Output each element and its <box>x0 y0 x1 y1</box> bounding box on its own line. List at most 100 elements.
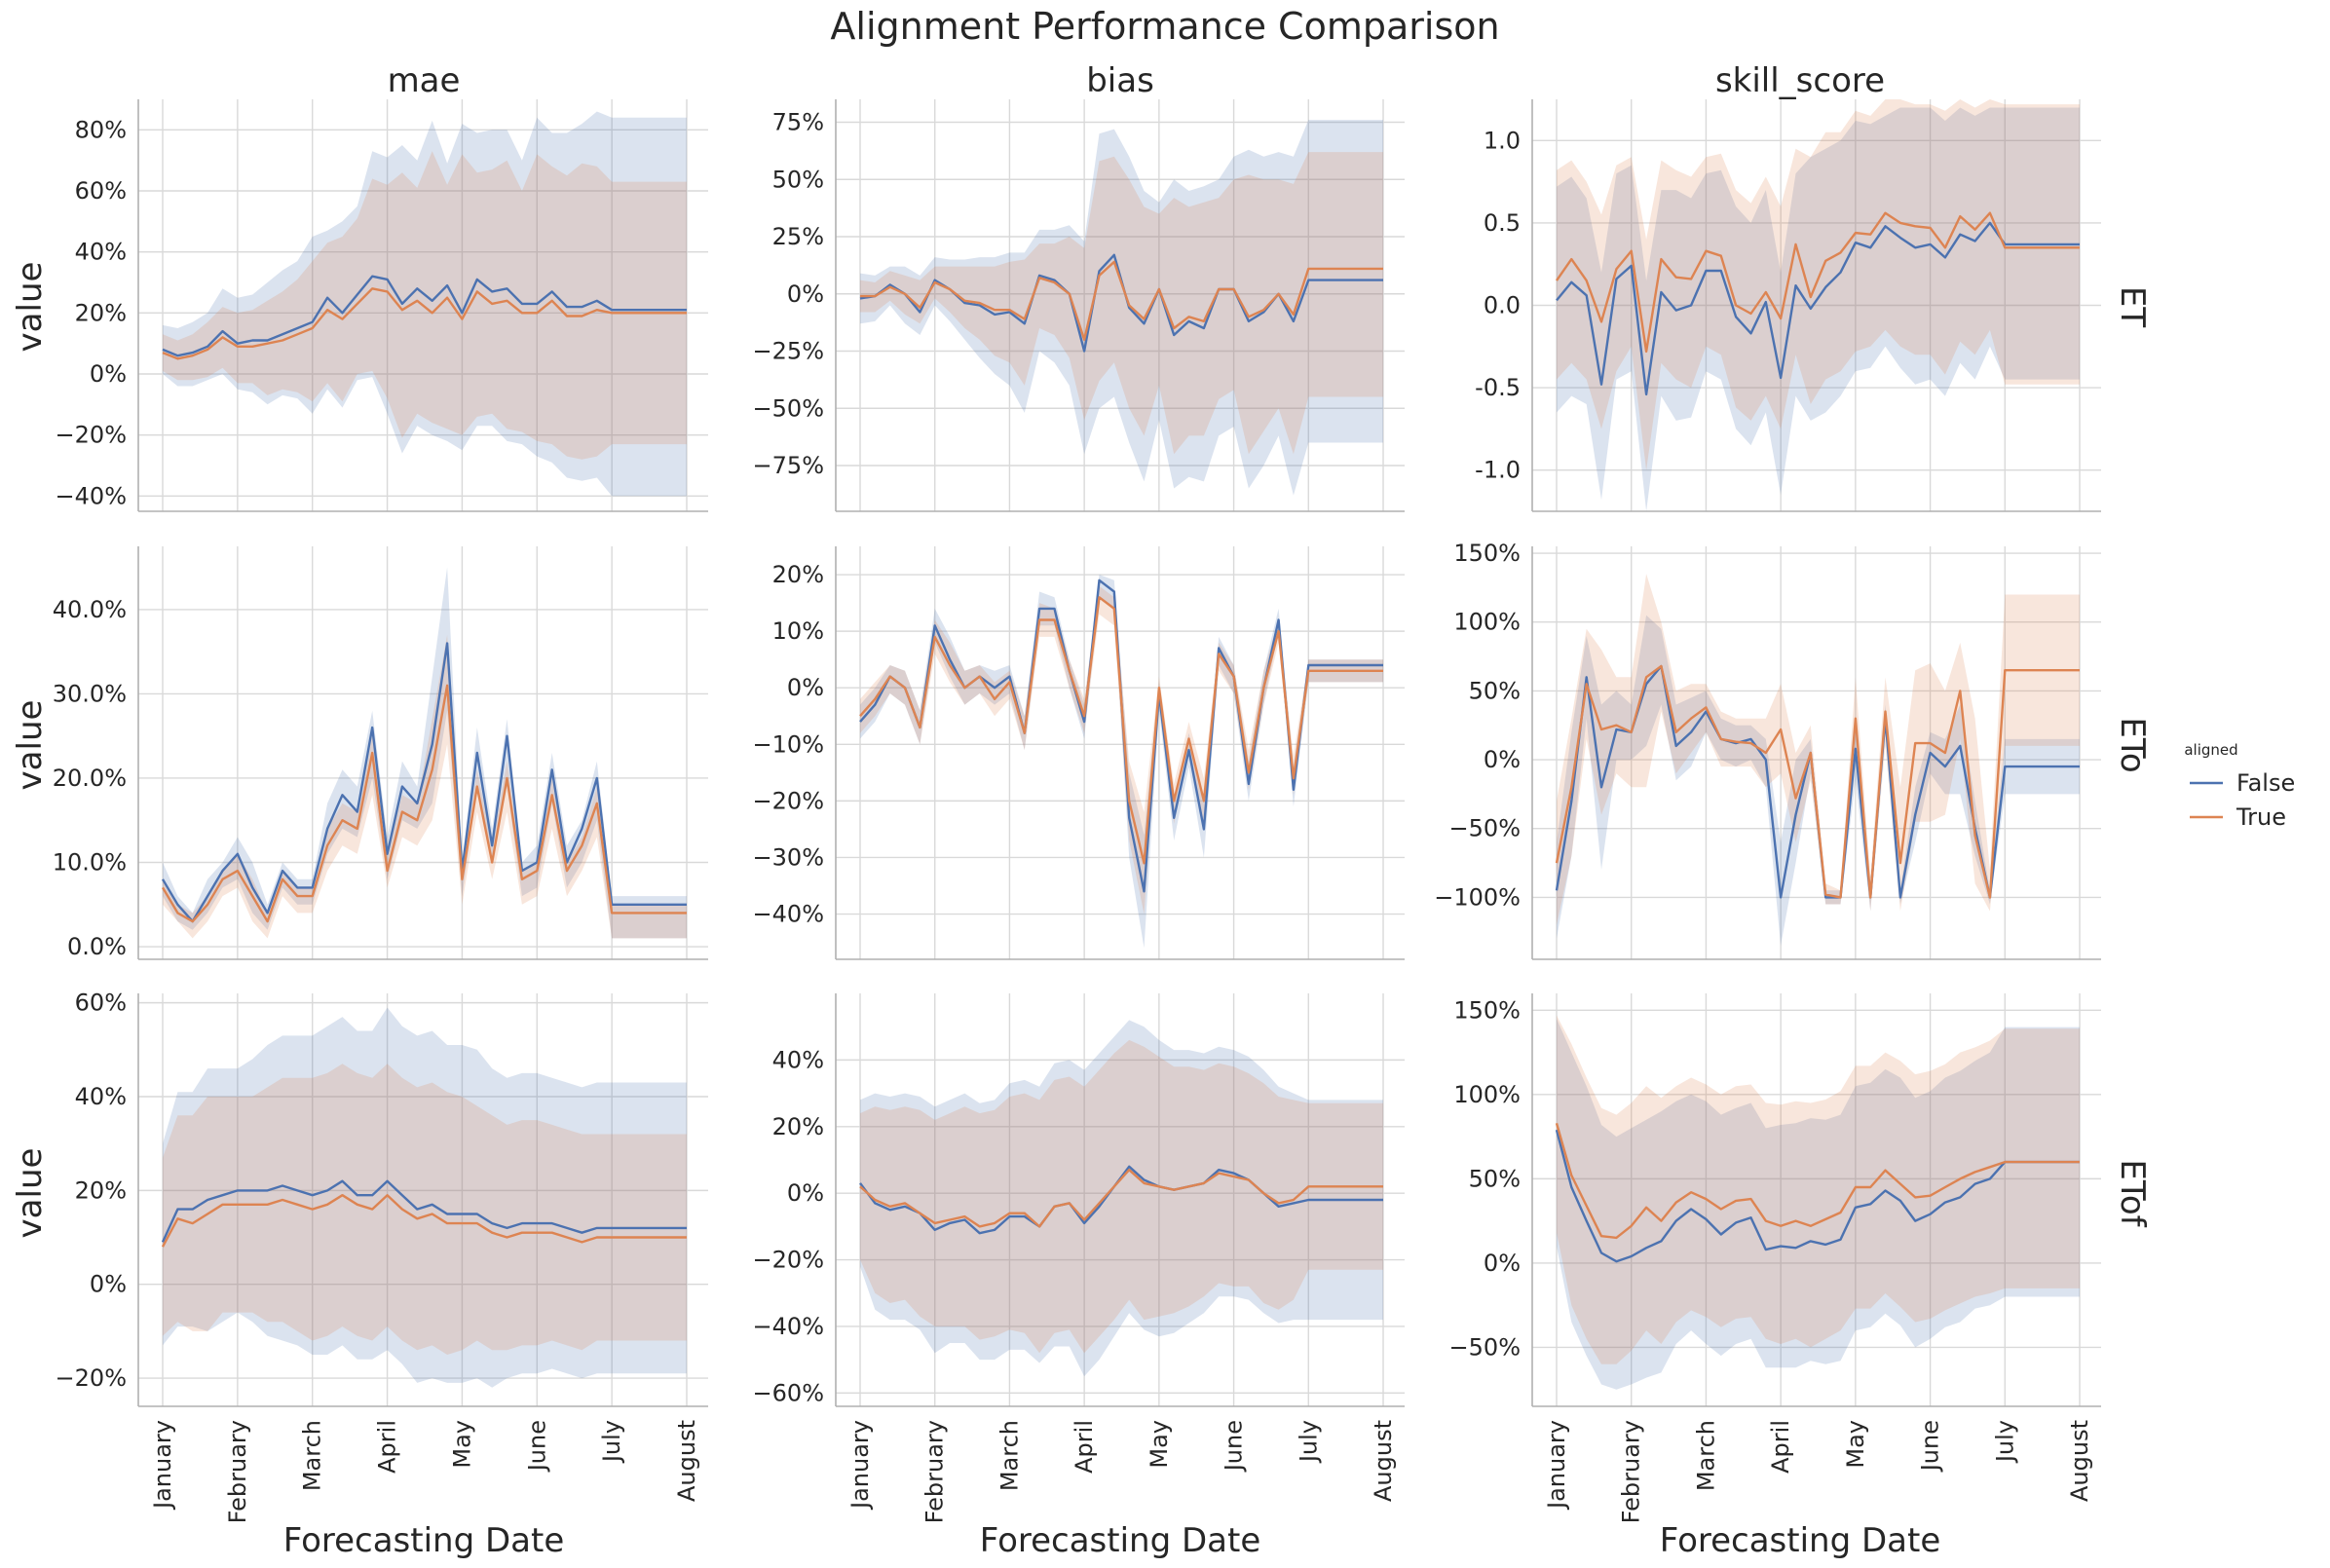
y-tick-label: 30.0% <box>53 680 127 707</box>
y-tick-label: 100% <box>1453 1081 1521 1108</box>
x-tick-label: April <box>374 1420 401 1474</box>
series-line-true <box>1555 664 2080 899</box>
series-line-false <box>1555 1129 2080 1263</box>
x-tick-label: April <box>1767 1420 1794 1474</box>
x-tick-label: August <box>1370 1420 1397 1502</box>
facet-grid: −40% −20% 0% 20% 40% 60% 80% −75% −50% −25% 0% 25% 5… <box>53 99 2101 1523</box>
series-line-false <box>1556 221 2080 396</box>
panel-ETo-bias: −40% −30% −20% −10% 0% 10% 20% <box>753 546 1405 960</box>
y-tick-label: 40% <box>75 1083 127 1110</box>
series-line-false <box>162 275 687 357</box>
y-tick-label: −40% <box>753 1313 824 1340</box>
series-line-true <box>161 684 687 923</box>
y-tick-label: 20% <box>772 561 824 588</box>
ci-band-true <box>163 634 687 939</box>
y-tick-label: 50% <box>1469 677 1521 704</box>
ci-band-true <box>1557 574 2080 925</box>
y-tick-label: −75% <box>753 452 824 479</box>
y-tick-label: −10% <box>753 730 824 758</box>
x-tick-label: July <box>598 1420 625 1464</box>
y-tick-label: 0.0 <box>1484 292 1521 319</box>
y-tick-label: −40% <box>753 901 824 928</box>
y-tick-label: 0% <box>90 1271 127 1298</box>
y-tick-label: 0% <box>1484 746 1521 773</box>
x-tick-label: June <box>1221 1420 1248 1473</box>
y-tick-label: -0.5 <box>1475 374 1521 401</box>
ci-band-true <box>163 151 687 460</box>
ci-band-false <box>163 111 687 497</box>
y-tick-label: 20% <box>772 1113 824 1140</box>
x-tick-label: May <box>448 1420 475 1469</box>
panel-ET-skill_score: -1.0 -0.5 0.0 0.5 1.0 <box>1475 99 2101 512</box>
x-tick-label: January <box>1543 1420 1570 1511</box>
legend-label-false: False <box>2236 769 2295 797</box>
ci-band-false <box>163 567 687 939</box>
y-tick-label: 150% <box>1453 540 1521 567</box>
series-line-true <box>859 1168 1383 1228</box>
y-tick-label: 0.5 <box>1484 209 1521 237</box>
panel-ET-mae: −40% −20% 0% 20% 40% 60% 80% <box>56 99 708 512</box>
panel-ET-bias: −75% −50% −25% 0% 25% 50% 75% <box>753 99 1405 512</box>
series-line-false <box>161 1179 687 1243</box>
x-tick-label: June <box>523 1420 550 1473</box>
series-line-true <box>859 596 1383 865</box>
ci-band-false <box>1557 107 2080 511</box>
legend-title: aligned <box>2184 741 2237 759</box>
y-tick-label: 0% <box>787 280 824 308</box>
y-tick-label: −25% <box>753 338 824 365</box>
ci-band-true <box>163 1064 687 1355</box>
panel-ETo-mae: 0.0% 10.0% 20.0% 30.0% 40.0% <box>53 546 708 960</box>
y-tick-label: 0% <box>90 360 127 388</box>
y-tick-label: 60% <box>75 989 127 1017</box>
y-tick-label: −20% <box>753 787 824 814</box>
y-tick-label: −60% <box>753 1379 824 1406</box>
y-tick-label: −20% <box>753 1247 824 1274</box>
x-tick-label: April <box>1071 1420 1098 1474</box>
x-tick-label: August <box>673 1420 700 1502</box>
y-tick-label: 40% <box>772 1046 824 1073</box>
y-tick-label: −40% <box>56 482 127 509</box>
y-tick-label: −30% <box>753 843 824 871</box>
y-tick-label: −50% <box>1449 815 1521 842</box>
x-tick-label: May <box>1842 1420 1869 1469</box>
x-tick-label: March <box>996 1420 1023 1491</box>
xlabel-col-1: Forecasting Date <box>283 1521 565 1560</box>
ylabel-row-3: value <box>11 1148 50 1239</box>
x-tick-label: January <box>846 1420 874 1511</box>
y-tick-label: −50% <box>1449 1333 1521 1361</box>
y-tick-label: 40.0% <box>53 596 127 623</box>
x-tick-label: February <box>1618 1420 1645 1523</box>
y-tick-label: −50% <box>753 394 824 422</box>
y-tick-label: −100% <box>1434 883 1521 911</box>
y-tick-label: 1.0 <box>1484 127 1521 154</box>
y-tick-label: 50% <box>1469 1165 1521 1192</box>
y-tick-label: 25% <box>772 223 824 250</box>
panel-ETo-skill_score: −100% −50% 0% 50% 100% 150% <box>1434 540 2101 960</box>
row-label-eto: ETo <box>2113 717 2152 772</box>
x-tick-label: March <box>299 1420 326 1491</box>
y-tick-label: 10% <box>772 617 824 645</box>
ci-band-true <box>860 152 1383 455</box>
y-tick-label: -1.0 <box>1475 457 1521 484</box>
x-tick-label: May <box>1146 1420 1173 1469</box>
ci-band-false <box>860 1020 1383 1377</box>
x-tick-label: February <box>921 1420 949 1523</box>
x-tick-label: March <box>1692 1420 1719 1491</box>
y-tick-label: 0% <box>1484 1250 1521 1277</box>
y-tick-label: 80% <box>75 116 127 143</box>
series-line-true <box>161 1193 687 1248</box>
x-tick-label: January <box>149 1420 176 1511</box>
y-tick-label: 0% <box>787 674 824 701</box>
x-tick-label: June <box>1917 1420 1944 1473</box>
y-tick-label: 20% <box>75 1176 127 1204</box>
col-title-mae: mae <box>388 61 461 100</box>
series-line-true <box>1555 1122 2080 1240</box>
ylabel-row-1: value <box>11 262 50 353</box>
panel-ETof-bias: −60% −40% −20% 0% 20% 40% January February March… <box>753 993 1405 1523</box>
legend: aligned False True <box>2184 741 2295 831</box>
y-tick-label: 20% <box>75 299 127 326</box>
x-tick-label: February <box>224 1420 251 1523</box>
legend-label-true: True <box>2236 803 2286 831</box>
xlabel-col-3: Forecasting Date <box>1660 1521 1941 1560</box>
y-tick-label: −20% <box>56 422 127 449</box>
